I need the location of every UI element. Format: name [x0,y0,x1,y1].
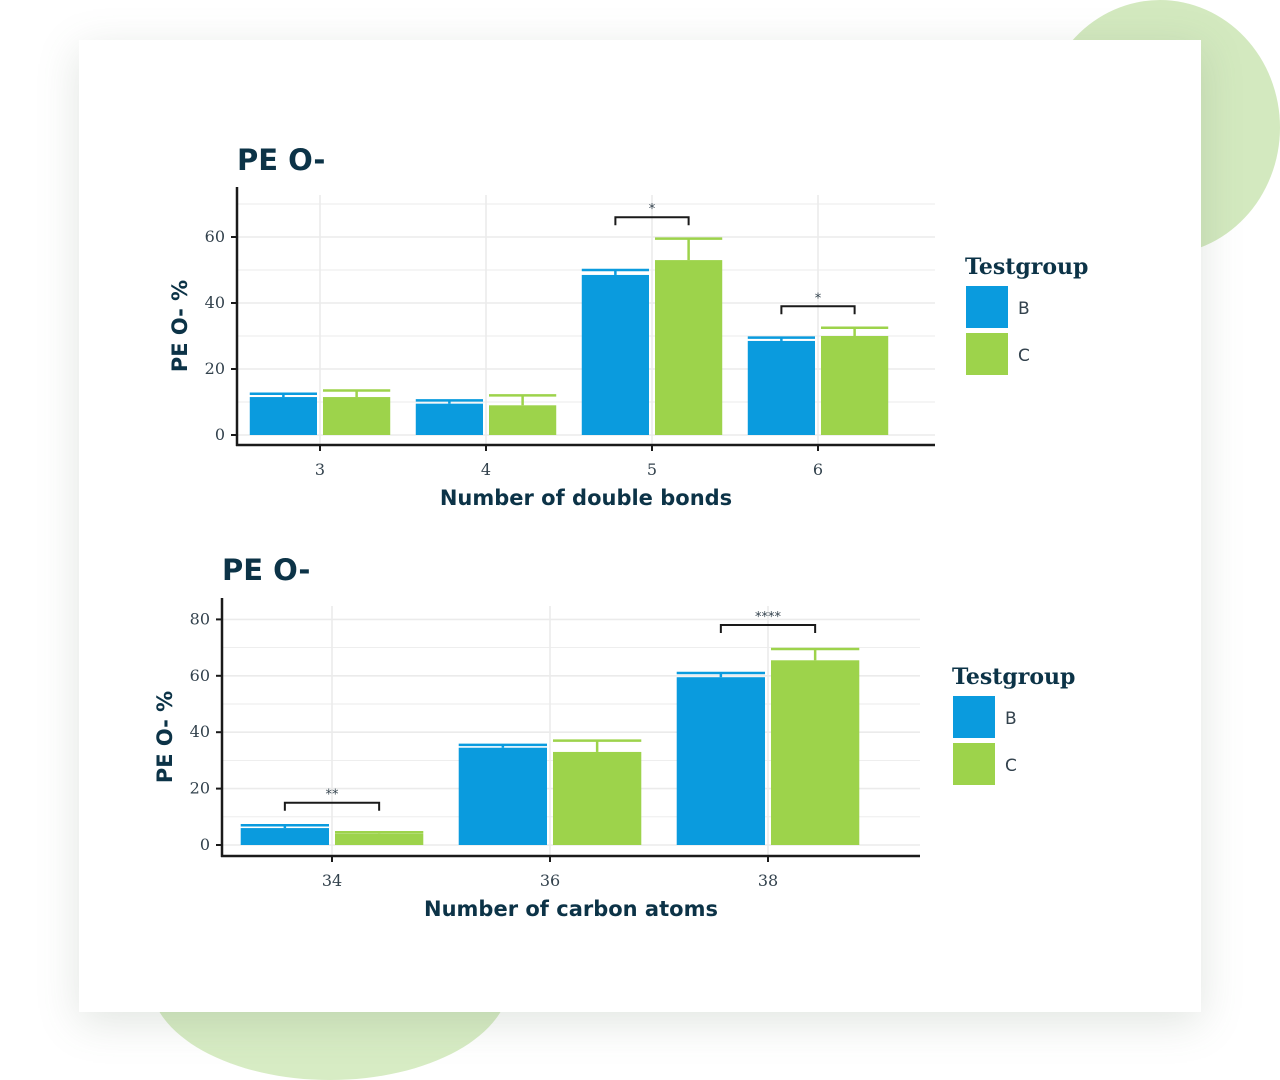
bar-C-38 [771,660,860,845]
y-tick-label: 80 [190,609,210,628]
bar-B-36 [458,747,547,845]
bracket-line [780,305,856,315]
bar-B-3 [249,397,317,435]
bar-C-36 [553,751,642,845]
legend-label-C: C [1005,756,1017,776]
bar-C-34 [335,833,424,845]
error-bar-C-34 [335,831,424,834]
x-axis-title: Number of double bonds [440,486,732,510]
x-tick-label: 5 [647,460,657,479]
significance-bracket-6: * [780,291,856,315]
legend: Testgroup B C [952,664,1075,785]
legend-swatch-B [953,696,995,738]
y-axis-title: PE O- % [168,280,192,372]
bar-C-3 [323,397,391,435]
significance-label: **** [755,610,782,625]
legend-title: Testgroup [952,664,1075,690]
bar-B-6 [747,340,815,435]
y-tick-label: 0 [215,425,225,444]
x-tick-label: 34 [322,871,342,890]
error-bar-C-38 [771,647,860,661]
bar-C-4 [489,405,557,435]
error-bar-B-6 [747,336,815,341]
legend-swatch-C [953,743,995,785]
error-bar-C-5 [655,237,723,261]
error-bar-B-3 [249,392,317,398]
error-bar-B-36 [458,743,547,748]
significance-label: * [649,202,656,217]
x-axis-title: Number of carbon atoms [424,897,718,921]
chart-double-bonds: PE O- * * 0 20 40 60 3 4 5 6 Number of double bonds… [168,143,1088,510]
bracket-line [283,801,381,811]
legend-label-B: B [1005,709,1017,729]
significance-bracket-34: ** [283,788,381,811]
y-tick-label: 0 [200,835,210,854]
legend-title: Testgroup [965,254,1088,280]
significance-bracket-5: * [614,202,690,226]
legend-label-B: B [1018,299,1030,319]
error-bar-B-5 [581,268,649,275]
chart-title: PE O- [222,553,310,587]
legend: Testgroup B C [965,254,1088,375]
bracket-line [719,624,817,634]
y-tick-label: 40 [205,293,225,312]
chart-title: PE O- [237,143,325,177]
bar-B-4 [415,403,483,435]
bracket-line [614,216,690,226]
y-tick-label: 40 [190,722,210,741]
x-tick-label: 3 [315,460,325,479]
bar-B-38 [676,677,765,845]
error-bar-B-38 [676,671,765,678]
bar-B-5 [581,274,649,435]
bar-B-34 [240,828,329,845]
error-bar-C-3 [323,389,391,398]
y-axis-title: PE O- % [153,691,177,783]
significance-bracket-38: **** [719,610,817,634]
x-tick-label: 6 [813,460,823,479]
error-bar-B-34 [240,824,329,829]
y-tick-label: 60 [205,227,225,246]
significance-label: ** [326,788,340,803]
legend-label-C: C [1018,346,1030,366]
significance-label: * [815,291,822,306]
bar-C-5 [655,260,723,435]
x-tick-label: 4 [481,460,491,479]
y-tick-label: 20 [205,359,225,378]
legend-swatch-B [966,286,1008,328]
bar-C-6 [821,336,889,435]
error-bar-C-6 [821,326,889,336]
x-tick-label: 38 [758,871,778,890]
x-tick-label: 36 [540,871,560,890]
y-tick-label: 20 [190,779,210,798]
error-bar-C-4 [489,394,557,406]
chart-card [79,40,1201,1012]
y-tick-label: 60 [190,666,210,685]
error-bar-C-36 [553,739,642,752]
error-bar-B-4 [415,399,483,404]
legend-swatch-C [966,333,1008,375]
